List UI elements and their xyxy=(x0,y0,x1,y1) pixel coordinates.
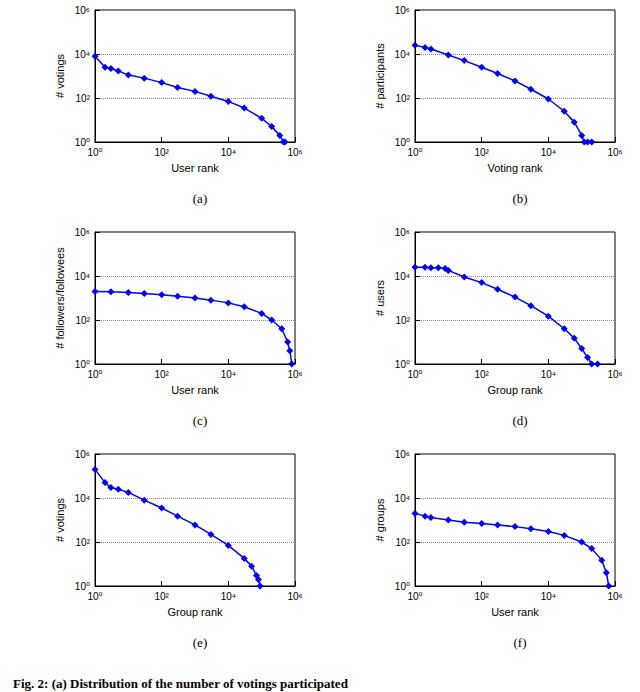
svg-text:10⁴: 10⁴ xyxy=(75,271,90,282)
svg-text:(c): (c) xyxy=(193,413,207,428)
svg-text:10⁴: 10⁴ xyxy=(221,591,236,602)
svg-text:Group rank: Group rank xyxy=(487,384,543,396)
svg-text:10⁴: 10⁴ xyxy=(75,49,90,60)
svg-text:10²: 10² xyxy=(396,315,411,326)
svg-text:10⁶: 10⁶ xyxy=(395,5,410,16)
svg-text:10⁶: 10⁶ xyxy=(75,449,90,460)
svg-text:10⁶: 10⁶ xyxy=(75,5,90,16)
svg-text:# groups: # groups xyxy=(374,498,386,541)
svg-text:User rank: User rank xyxy=(171,162,219,174)
svg-text:10⁴: 10⁴ xyxy=(221,147,236,158)
svg-text:10⁰: 10⁰ xyxy=(74,136,90,148)
svg-text:10⁰: 10⁰ xyxy=(394,358,410,370)
svg-text:10⁶: 10⁶ xyxy=(395,227,410,238)
svg-text:10²: 10² xyxy=(76,93,91,104)
svg-text:10⁰: 10⁰ xyxy=(74,580,90,592)
svg-text:10⁴: 10⁴ xyxy=(75,493,90,504)
svg-text:10⁶: 10⁶ xyxy=(607,591,622,602)
svg-text:10⁶: 10⁶ xyxy=(287,369,302,380)
svg-text:(f): (f) xyxy=(514,635,527,650)
svg-text:User rank: User rank xyxy=(491,606,539,618)
svg-text:10²: 10² xyxy=(154,369,169,380)
svg-text:10⁰: 10⁰ xyxy=(394,580,410,592)
svg-text:User rank: User rank xyxy=(171,384,219,396)
svg-text:10²: 10² xyxy=(474,147,489,158)
svg-text:10⁰: 10⁰ xyxy=(87,591,102,602)
svg-text:10⁰: 10⁰ xyxy=(74,358,90,370)
svg-text:10⁴: 10⁴ xyxy=(221,369,236,380)
svg-text:10⁰: 10⁰ xyxy=(407,591,422,602)
svg-text:(a): (a) xyxy=(193,191,207,206)
svg-text:10⁴: 10⁴ xyxy=(541,369,556,380)
svg-text:10⁰: 10⁰ xyxy=(394,136,410,148)
svg-text:10⁶: 10⁶ xyxy=(287,591,302,602)
svg-text:10²: 10² xyxy=(474,369,489,380)
svg-text:(d): (d) xyxy=(512,413,527,428)
svg-text:10⁴: 10⁴ xyxy=(541,591,556,602)
svg-text:(e): (e) xyxy=(193,635,207,650)
svg-text:# participants: # participants xyxy=(374,43,386,109)
svg-text:10⁰: 10⁰ xyxy=(407,147,422,158)
svg-text:10⁴: 10⁴ xyxy=(541,147,556,158)
svg-text:10⁰: 10⁰ xyxy=(87,147,102,158)
svg-text:10⁰: 10⁰ xyxy=(87,369,102,380)
svg-text:10⁶: 10⁶ xyxy=(287,147,302,158)
svg-text:10²: 10² xyxy=(474,591,489,602)
svg-text:10⁴: 10⁴ xyxy=(395,271,410,282)
svg-text:10⁶: 10⁶ xyxy=(395,449,410,460)
svg-text:10²: 10² xyxy=(154,147,169,158)
svg-text:10⁶: 10⁶ xyxy=(75,227,90,238)
svg-text:10²: 10² xyxy=(76,537,91,548)
svg-text:10²: 10² xyxy=(396,537,411,548)
svg-text:# votings: # votings xyxy=(54,53,66,98)
svg-text:# votings: # votings xyxy=(54,497,66,542)
svg-text:10⁶: 10⁶ xyxy=(607,147,622,158)
svg-text:10⁴: 10⁴ xyxy=(395,493,410,504)
svg-text:10²: 10² xyxy=(154,591,169,602)
svg-text:Group rank: Group rank xyxy=(167,606,223,618)
svg-text:10⁰: 10⁰ xyxy=(407,369,422,380)
svg-text:10²: 10² xyxy=(76,315,91,326)
svg-text:Voting rank: Voting rank xyxy=(487,162,543,174)
svg-text:10⁶: 10⁶ xyxy=(607,369,622,380)
svg-text:# followers/followees: # followers/followees xyxy=(54,247,66,349)
svg-text:# users: # users xyxy=(374,279,386,316)
svg-text:Fig. 2: (a) Distribution of th: Fig. 2: (a) Distribution of the number o… xyxy=(13,676,349,691)
svg-text:10²: 10² xyxy=(396,93,411,104)
svg-text:10⁴: 10⁴ xyxy=(395,49,410,60)
svg-text:(b): (b) xyxy=(512,191,527,206)
